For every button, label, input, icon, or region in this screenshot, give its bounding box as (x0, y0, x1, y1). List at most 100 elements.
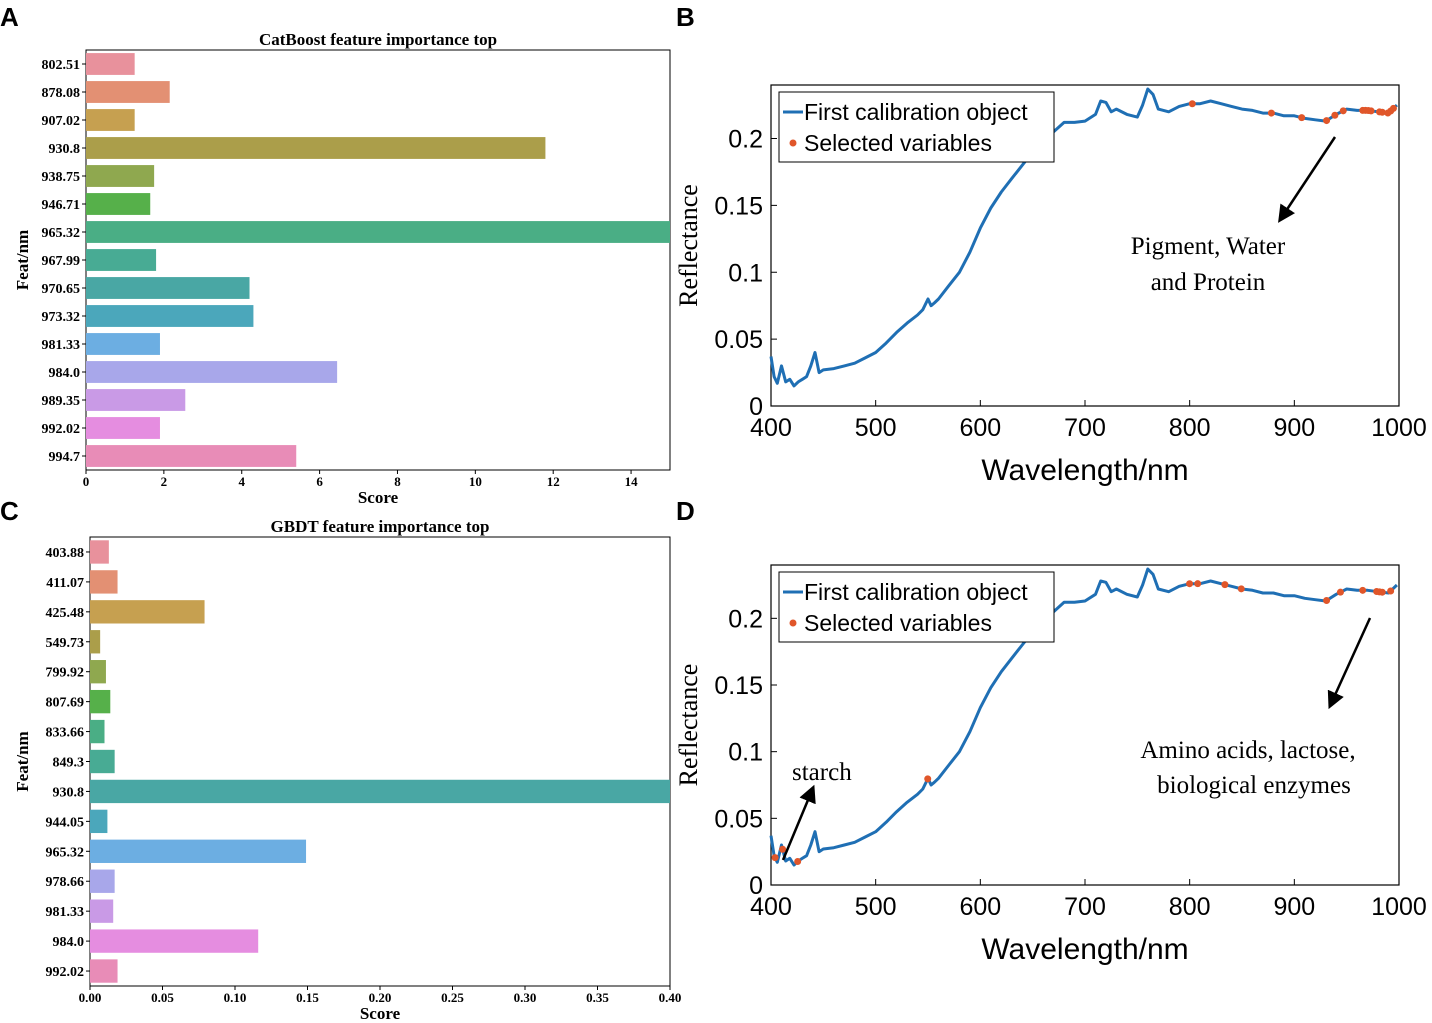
panel-label-c: C (0, 496, 19, 526)
b-selected-marker-11 (1378, 108, 1386, 116)
d-ytick-label-1: 0.05 (714, 805, 763, 833)
c-xlabel: Score (360, 1004, 401, 1023)
a-bar-3 (86, 137, 546, 159)
d-selected-marker-7 (1237, 585, 1245, 593)
c-bar-12 (90, 899, 114, 923)
d-selected-marker-9 (1336, 588, 1344, 596)
c-category-label-13: 984.0 (53, 935, 85, 950)
c-xtick-label-5: 0.25 (441, 990, 464, 1005)
c-bar-2 (90, 600, 205, 624)
b-legend-label-1: Selected variables (804, 130, 992, 156)
b-xtick-label-1: 500 (855, 414, 897, 442)
d-legend-box (778, 571, 1055, 643)
c-title: GBDT feature importance top (271, 517, 490, 536)
panel-label-d: D (676, 496, 695, 526)
spectrum-line-chart-d: 400 500 600 700 800 900 1000 0 0.05 0.1 0.15 0.2 Wav… (674, 564, 1427, 966)
d-ytick-label-3: 0.15 (714, 672, 763, 700)
c-xtick-label-8: 0.40 (659, 990, 682, 1005)
d-xtick-label-3: 700 (1064, 893, 1106, 921)
c-category-label-5: 807.69 (46, 696, 85, 711)
a-category-label-14: 994.7 (49, 450, 81, 465)
a-category-label-5: 946.71 (42, 198, 81, 213)
a-title: CatBoost feature importance top (259, 30, 497, 49)
b-xlabel: Wavelength/nm (981, 454, 1188, 487)
a-bar-13 (86, 417, 160, 439)
c-category-label-8: 930.8 (53, 785, 85, 800)
a-bar-4 (86, 165, 155, 187)
b-selected-marker-2 (1298, 114, 1306, 122)
c-category-label-14: 992.02 (46, 965, 85, 980)
a-category-label-4: 938.75 (42, 170, 81, 185)
c-bar-8 (90, 779, 670, 804)
b-xtick-label-2: 600 (959, 414, 1001, 442)
b-selected-marker-3 (1323, 117, 1331, 125)
c-xtick-label-6: 0.30 (514, 990, 537, 1005)
a-xtick-label-2: 4 (238, 474, 245, 489)
a-xtick-label-3: 6 (316, 474, 323, 489)
c-category-label-4: 799.92 (46, 666, 85, 681)
catboost-bar-chart: CatBoost feature importance top 802.51 878… (13, 30, 671, 507)
d-xtick-label-1: 500 (855, 893, 897, 921)
b-annotation-arrow (1278, 136, 1337, 223)
a-bar-0 (86, 53, 135, 75)
b-annotation-line-1: Pigment, Water (1131, 233, 1286, 260)
d-xtick-label-4: 800 (1169, 893, 1211, 921)
c-category-label-11: 978.66 (46, 875, 85, 890)
d-selected-marker-8 (1323, 596, 1331, 604)
d-selected-marker-14 (1387, 587, 1395, 595)
c-bar-0 (90, 540, 109, 564)
b-xtick-label-5: 900 (1273, 414, 1315, 442)
b-ytick-label-4: 0.2 (728, 126, 763, 154)
b-ylabel: Reflectance (674, 184, 703, 307)
a-bar-11 (86, 361, 338, 383)
c-bar-9 (90, 809, 108, 834)
b-ytick-label-1: 0.05 (714, 326, 763, 354)
d-ytick-label-4: 0.2 (728, 605, 763, 633)
panel-label-b: B (676, 2, 695, 32)
d-xtick-label-0: 400 (750, 893, 792, 921)
c-bar-11 (90, 869, 115, 893)
a-category-label-8: 970.65 (42, 282, 81, 297)
d-starch-label: starch (792, 759, 852, 786)
a-xtick-label-6: 12 (547, 474, 560, 489)
a-xlabel: Score (358, 488, 399, 507)
a-bar-14 (86, 445, 297, 467)
a-xtick-label-4: 8 (394, 474, 401, 489)
a-category-label-11: 984.0 (49, 366, 81, 381)
c-bar-6 (90, 719, 105, 744)
a-category-label-2: 907.02 (42, 114, 81, 129)
b-xtick-label-4: 800 (1169, 414, 1211, 442)
d-starch-arrow (781, 784, 816, 861)
d-xtick-label-2: 600 (959, 893, 1001, 921)
c-category-label-2: 425.48 (46, 606, 85, 621)
a-bar-5 (86, 193, 151, 215)
d-selected-marker-2 (794, 858, 802, 866)
d-selected-marker-10 (1359, 586, 1367, 594)
c-category-label-6: 833.66 (46, 726, 85, 741)
b-selected-marker-9 (1367, 107, 1375, 115)
c-category-label-0: 403.88 (46, 546, 85, 561)
a-category-label-12: 989.35 (42, 394, 81, 409)
b-legend-box (778, 91, 1055, 163)
b-selected-marker-5 (1339, 107, 1347, 115)
c-bar-13 (90, 929, 259, 953)
a-bar-2 (86, 109, 135, 131)
c-bar-4 (90, 660, 106, 684)
a-category-label-9: 973.32 (42, 310, 81, 325)
a-xtick-label-1: 2 (161, 474, 168, 489)
a-xtick-label-0: 0 (83, 474, 90, 489)
c-bar-14 (90, 959, 118, 983)
d-selected-marker-0 (771, 854, 779, 862)
b-legend-marker-swatch (789, 139, 797, 147)
a-bar-12 (86, 389, 186, 411)
a-category-label-3: 930.8 (49, 142, 81, 157)
panel-label-a: A (0, 2, 19, 32)
d-annotation-line-2: biological enzymes (1157, 772, 1351, 799)
a-category-label-6: 965.32 (42, 226, 81, 241)
c-bar-1 (90, 570, 118, 594)
d-legend-label-0: First calibration object (804, 579, 1028, 605)
b-selected-marker-4 (1331, 111, 1339, 119)
gbdt-bar-chart: GBDT feature importance top 403.88 411.07 4… (13, 517, 681, 1023)
a-bar-6 (86, 221, 670, 243)
